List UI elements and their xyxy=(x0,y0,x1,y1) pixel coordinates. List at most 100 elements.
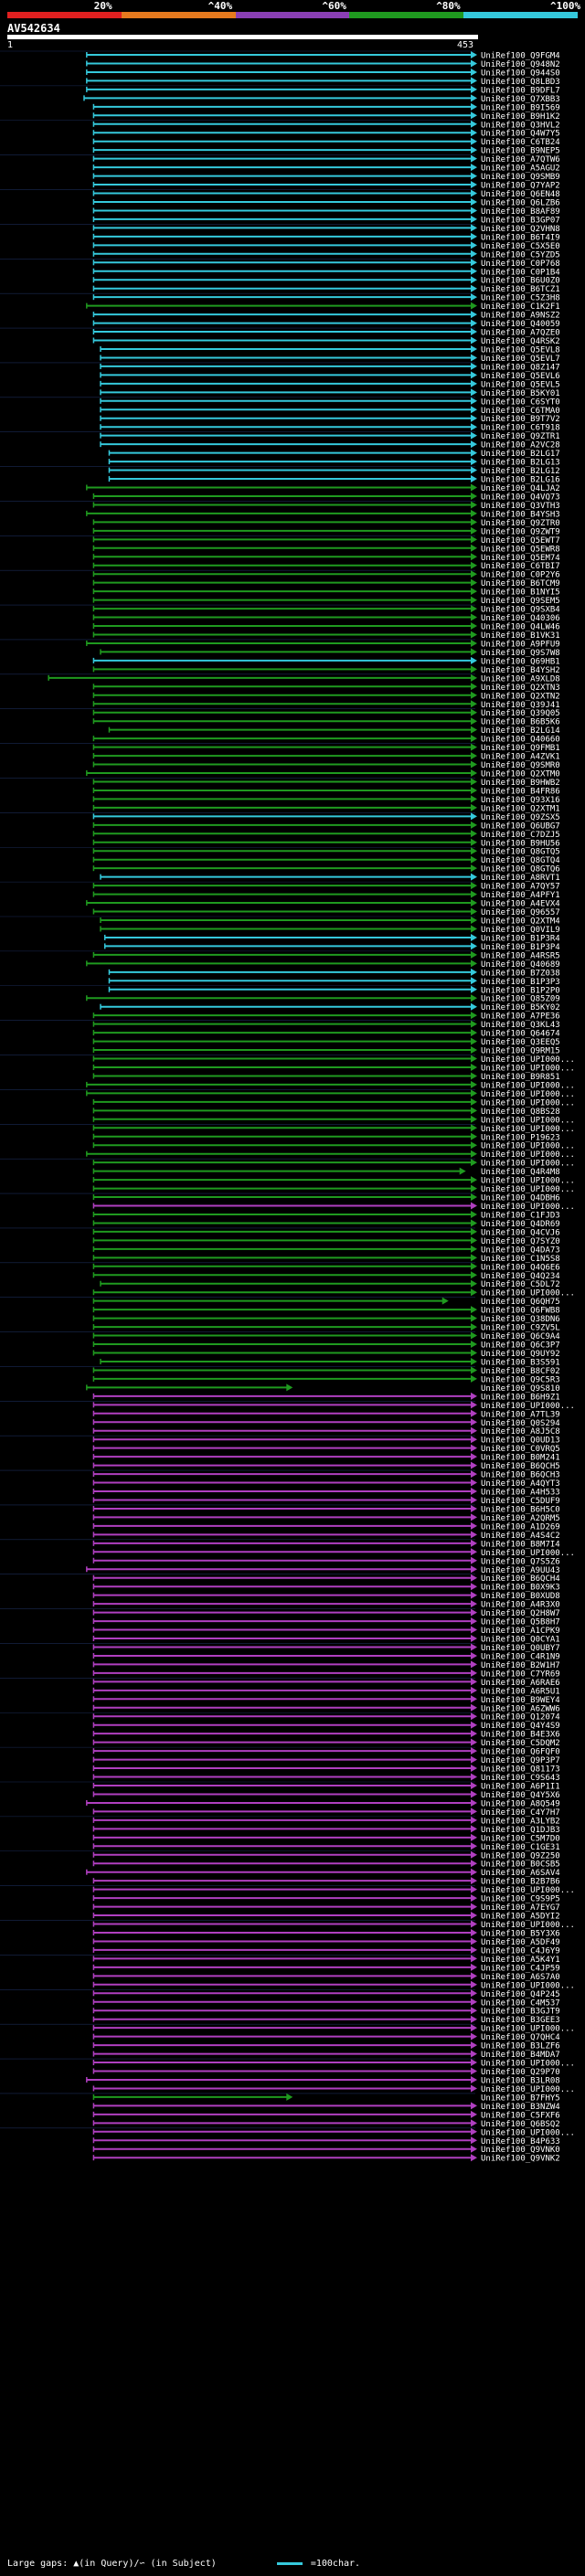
hit-label: UniRef100_A6S7A0 xyxy=(481,1973,560,1982)
hit-label: UniRef100_Q6FWB8 xyxy=(481,1307,560,1316)
hit-arrow-icon xyxy=(471,588,477,596)
hit-arrow-icon xyxy=(471,1072,477,1080)
hit-arrow-icon xyxy=(471,950,477,959)
hit-label: UniRef100_C5FXF6 xyxy=(481,2111,560,2120)
hit-arrow-icon xyxy=(459,1167,466,1175)
hit-arrow-icon xyxy=(471,1444,477,1452)
hit-label: UniRef100_Q4Q234 xyxy=(481,1272,560,1281)
hit-arrow-icon xyxy=(471,414,477,422)
hit-label: UniRef100_C5DUF9 xyxy=(481,1497,560,1506)
hit-label: UniRef100_Q9RM15 xyxy=(481,1047,560,1056)
hit-arrow-icon xyxy=(471,726,477,734)
footer-legend: Large gaps: ▲(in Query)/∽ (in Subject) =… xyxy=(7,2559,360,2569)
hit-label: UniRef100_B9HU56 xyxy=(481,839,560,848)
hit-arrow-icon xyxy=(471,1980,477,1988)
hit-label: UniRef100_A4EVX4 xyxy=(481,900,560,909)
hit-arrow-icon xyxy=(471,526,477,535)
hit-label: UniRef100_C0VRQ5 xyxy=(481,1445,560,1454)
hit-label: UniRef100_Q9SEM5 xyxy=(481,597,560,606)
hit-label: UniRef100_Q8GTQ4 xyxy=(481,856,560,865)
hit-arrow-icon xyxy=(471,570,477,578)
hit-arrow-icon xyxy=(471,1227,477,1235)
hit-arrow-icon xyxy=(471,1306,477,1314)
hit-label: UniRef100_Q4Q6E6 xyxy=(481,1263,560,1272)
hit-label: UniRef100_Q69HB1 xyxy=(481,657,560,666)
hit-label: UniRef100_Q8GTQ5 xyxy=(481,848,560,857)
hit-label: UniRef100_Q8GTQ6 xyxy=(481,865,560,875)
hit-label: UniRef100_Q948N2 xyxy=(481,60,560,69)
hit-arrow-icon xyxy=(471,933,477,941)
hit-label: UniRef100_Q4DA73 xyxy=(481,1246,560,1255)
hit-arrow-icon xyxy=(471,154,477,163)
hit-label: UniRef100_A4S4C2 xyxy=(481,1532,560,1541)
hit-arrow-icon xyxy=(471,1236,477,1245)
hit-arrow-icon xyxy=(471,812,477,821)
query-start: 1 xyxy=(7,40,14,50)
hit-arrow-icon xyxy=(471,1695,477,1703)
hit-arrow-icon xyxy=(471,1686,477,1694)
hit-label: UniRef100_Q9FGM4 xyxy=(481,52,560,61)
hit-label: UniRef100_C9S643 xyxy=(481,1774,560,1783)
hit-label: UniRef100_A9NSZ2 xyxy=(481,312,560,321)
hit-label: UniRef100_A4H533 xyxy=(481,1489,560,1498)
hit-label: UniRef100_A9PFU9 xyxy=(481,640,560,649)
hit-arrow-icon xyxy=(471,354,477,362)
hit-arrow-icon xyxy=(471,778,477,786)
hit-arrow-icon xyxy=(471,319,477,327)
hit-label: UniRef100_B1P3P4 xyxy=(481,943,560,952)
hit-label: UniRef100_B9R851 xyxy=(481,1073,560,1082)
hit-label: UniRef100_B9I569 xyxy=(481,103,560,112)
hit-arrow-icon xyxy=(471,1461,477,1469)
hit-label: UniRef100_B4YSH3 xyxy=(481,510,560,519)
hit-arrow-icon xyxy=(471,111,477,120)
hit-label: UniRef100_A5K4Y1 xyxy=(481,1956,560,1965)
hit-arrow-icon xyxy=(471,1955,477,1963)
hit-label: UniRef100_C0P768 xyxy=(481,260,560,269)
hit-label: UniRef100_Q6EN48 xyxy=(481,190,560,199)
hit-label: UniRef100_C6TBI7 xyxy=(481,562,560,571)
hit-label: UniRef100_B9DFL7 xyxy=(481,86,560,95)
hit-label: UniRef100_B4FR86 xyxy=(481,787,560,796)
scale-swatch xyxy=(276,2561,303,2565)
hit-label: UniRef100_UPI000... xyxy=(481,1549,575,1558)
hit-arrow-icon xyxy=(471,769,477,778)
hit-label: UniRef100_C4JP59 xyxy=(481,1964,560,1973)
hit-arrow-icon xyxy=(471,1504,477,1512)
hit-label: UniRef100_C0P2Y6 xyxy=(481,571,560,580)
hit-arrow-icon xyxy=(471,1331,477,1340)
hit-arrow-icon xyxy=(471,2067,477,2075)
hit-arrow-icon xyxy=(471,1651,477,1659)
hit-label: UniRef100_Q6UBG7 xyxy=(481,822,560,831)
hit-arrow-icon xyxy=(471,985,477,993)
hit-arrow-icon xyxy=(471,1357,477,1365)
hit-label: UniRef100_B4E3X6 xyxy=(481,1731,560,1740)
hit-label: UniRef100_A6RAE6 xyxy=(481,1679,560,1688)
hit-label: UniRef100_Q5EWR8 xyxy=(481,545,560,554)
hit-arrow-icon xyxy=(471,907,477,916)
hit-arrow-icon xyxy=(471,1029,477,1037)
hit-arrow-icon xyxy=(471,838,477,846)
hit-label: UniRef100_C6TB24 xyxy=(481,138,560,147)
hit-arrow-icon xyxy=(471,1366,477,1374)
hit-arrow-icon xyxy=(471,708,477,716)
hit-label: UniRef100_A7QZE0 xyxy=(481,329,560,338)
hit-arrow-icon xyxy=(471,232,477,240)
hit-arrow-icon xyxy=(471,1669,477,1677)
hit-arrow-icon xyxy=(471,1453,477,1461)
hit-label: UniRef100_UPI000... xyxy=(481,1064,575,1073)
hit-arrow-icon xyxy=(471,85,477,93)
hit-label: UniRef100_Q5EVL8 xyxy=(481,345,560,355)
hit-label: UniRef100_UPI000... xyxy=(481,1142,575,1151)
hit-label: UniRef100_A6R5U1 xyxy=(481,1687,560,1696)
hit-label: UniRef100_B6U0Z0 xyxy=(481,277,560,286)
hit-label: UniRef100_B1VK31 xyxy=(481,631,560,641)
hit-arrow-icon xyxy=(471,544,477,552)
hit-arrow-icon xyxy=(471,1790,477,1798)
hit-label: UniRef100_Q64674 xyxy=(481,1030,560,1039)
hit-arrow-icon xyxy=(471,1972,477,1980)
hit-label: UniRef100_A1D269 xyxy=(481,1522,560,1532)
hit-arrow-icon xyxy=(471,1210,477,1218)
hit-label: UniRef100_UPI000... xyxy=(481,2085,575,2094)
scale-segment xyxy=(121,12,236,18)
hit-arrow-icon xyxy=(471,1591,477,1599)
